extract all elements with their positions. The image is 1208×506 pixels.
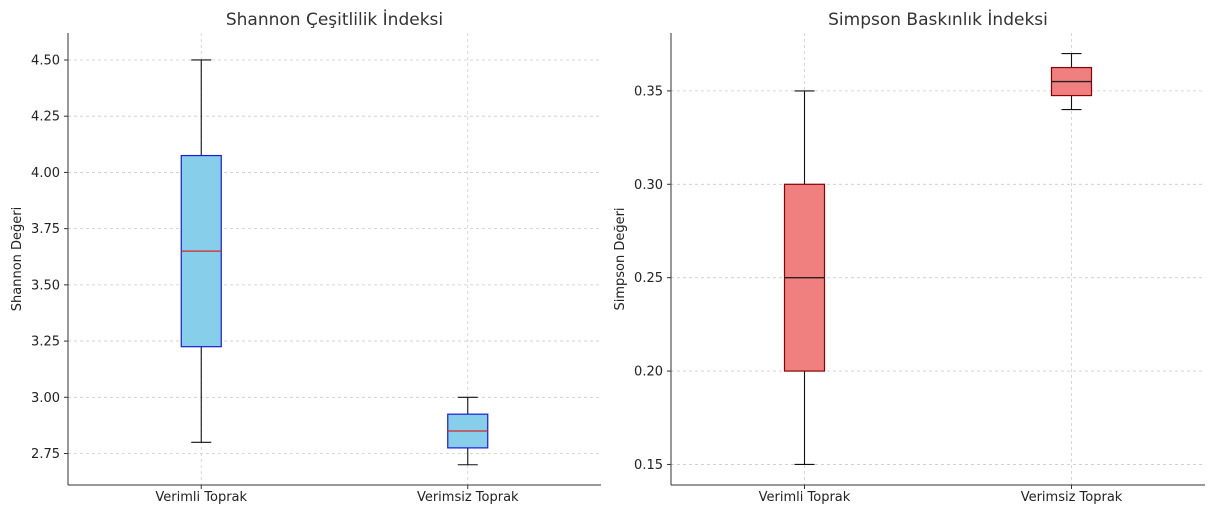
y-tick-label: 3.75	[31, 222, 60, 237]
y-tick-label: 2.75	[31, 447, 60, 462]
box-2	[447, 396, 489, 466]
y-tick-label: 0.15	[634, 458, 663, 473]
y-tick-label: 3.50	[31, 278, 60, 293]
y-tick-label: 4.25	[31, 110, 60, 125]
box-1	[783, 90, 826, 466]
y-axis-label: Shannon Değeri	[10, 207, 25, 311]
y-tick-label: 0.30	[634, 178, 663, 193]
y-tick-label: 3.00	[31, 391, 60, 406]
x-tick-label: Verimsiz Toprak	[417, 490, 519, 505]
y-tick-label: 4.00	[31, 166, 60, 181]
y-tick-label: 4.50	[31, 53, 60, 68]
y-tick-label: 0.20	[634, 365, 663, 380]
y-axis-label: Simpson Değeri	[613, 207, 628, 310]
chart-panel-1: 2.75 3.00 3.25 3.50 3.75 4.00 4.25 4.50 Verimli …	[10, 9, 601, 505]
chart-title: Shannon Çeşitlilik İndeksi	[226, 9, 443, 30]
y-tick-label: 0.35	[634, 84, 663, 99]
box-2	[1050, 52, 1093, 111]
y-tick-label: 0.25	[634, 271, 663, 286]
x-tick-label: Verimsiz Toprak	[1021, 490, 1123, 505]
y-tick-label: 3.25	[31, 335, 60, 350]
box-1	[180, 59, 222, 443]
chart-panel-2: 0.15 0.20 0.25 0.30 0.35 Verimli Toprak Verims…	[613, 9, 1205, 505]
x-tick-label: Verimli Toprak	[155, 490, 247, 505]
chart-title: Simpson Baskınlık İndeksi	[828, 9, 1048, 30]
x-tick-label: Verimli Toprak	[759, 490, 851, 505]
